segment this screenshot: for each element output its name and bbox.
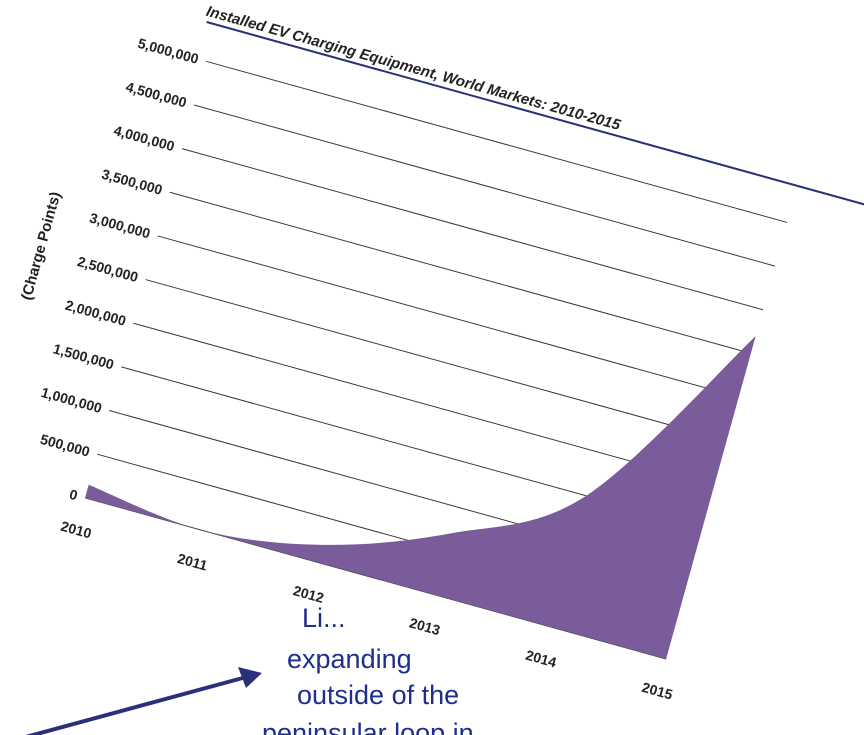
- background-text-line: peninsular loop in: [262, 718, 474, 735]
- y-tick-label: 4,500,000: [124, 78, 188, 110]
- x-tick-label: 2011: [176, 550, 210, 574]
- background-text-line: Li...: [302, 603, 346, 633]
- chart-title: Installed EV Charging Equipment, World M…: [204, 3, 623, 134]
- x-tick-label: 2015: [640, 679, 674, 703]
- gridline: [181, 148, 764, 311]
- y-tick-label: 2,000,000: [64, 297, 128, 329]
- x-tick-label: 2014: [524, 647, 558, 671]
- arrow-icon: [25, 667, 262, 735]
- background-text-line: outside of the: [297, 680, 459, 710]
- y-tick-label: 2,500,000: [76, 253, 140, 285]
- y-tick-label: 1,000,000: [39, 384, 103, 416]
- gridline: [193, 104, 776, 267]
- y-tick-label: 500,000: [39, 431, 92, 460]
- y-tick-label: 4,000,000: [112, 122, 176, 154]
- gridline: [145, 279, 727, 442]
- background-slide-text: Li... expanding outside of the peninsula…: [262, 603, 474, 735]
- y-tick-label: 3,000,000: [88, 209, 152, 241]
- y-axis-label: (Charge Points): [18, 190, 64, 302]
- gridline: [133, 322, 715, 485]
- y-tick-label: 1,500,000: [51, 340, 115, 372]
- y-tick-label: 5,000,000: [136, 35, 200, 67]
- x-tick-label: 2010: [59, 518, 93, 542]
- title-rule: [206, 21, 864, 241]
- background-text-line: expanding: [287, 644, 412, 674]
- y-tick-label: 0: [68, 486, 80, 504]
- x-tick-label: 2013: [408, 614, 442, 638]
- gridline: [157, 235, 739, 398]
- y-tick-label: 3,500,000: [100, 166, 164, 198]
- gridline: [169, 191, 751, 354]
- area-series: [85, 335, 756, 659]
- gridline: [205, 60, 788, 223]
